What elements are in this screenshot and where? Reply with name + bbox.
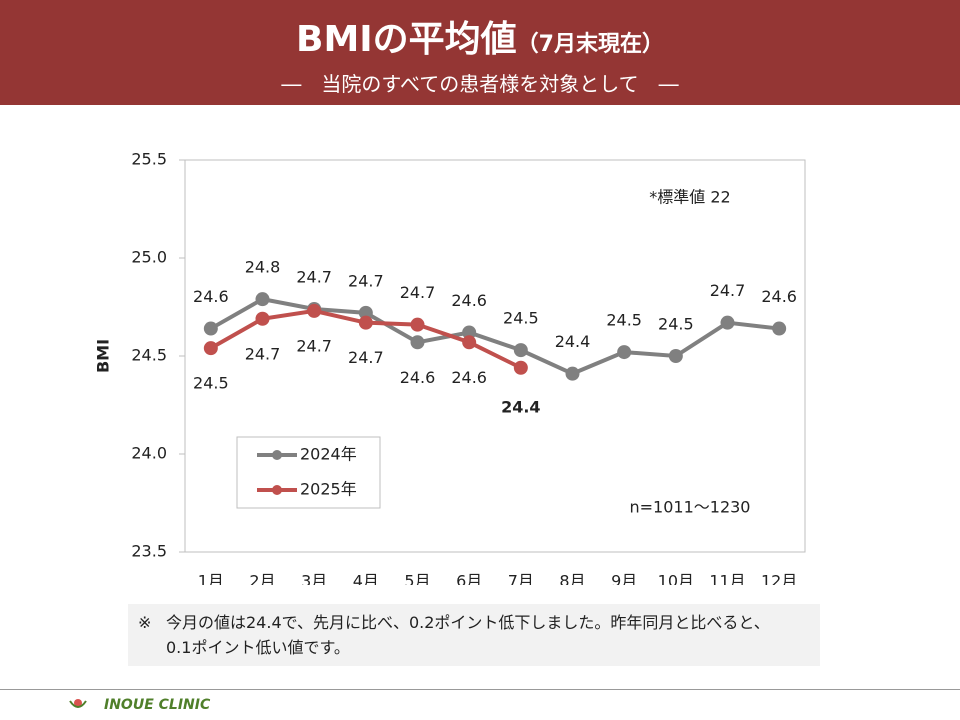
point: [358, 305, 373, 320]
data-label: 24.5: [503, 309, 539, 328]
chart: 23.5 24.0 24.5 25.0 25.5 BMI 1月 2月 3月 4月 5月 6月 7月 8月 9…: [94, 150, 806, 586]
title-text: BMIの平均値: [296, 19, 517, 60]
y-tick-label: 25.5: [131, 150, 167, 169]
data-label: 24.4: [501, 397, 540, 416]
title: BMIの平均値（7月末現在）: [0, 10, 960, 62]
data-label: 24.7: [245, 344, 281, 363]
point: [358, 315, 373, 330]
point: [720, 315, 735, 330]
x-tick-label: 2月: [249, 572, 275, 586]
data-label: 24.6: [193, 287, 229, 306]
point: [462, 325, 477, 340]
point: [668, 349, 683, 363]
data-label: 24.7: [348, 348, 384, 367]
note: ※ 今月の値は24.4で、先月に比べ、0.2ポイント低下しました。昨年同月と比べる…: [128, 604, 820, 666]
legend-label: 2024年: [300, 445, 357, 464]
point: [203, 321, 218, 336]
point: [513, 360, 528, 375]
data-label: 24.8: [245, 258, 281, 277]
data-label: 24.7: [710, 281, 746, 300]
y-axis-label: BMI: [94, 339, 113, 373]
point: [617, 345, 632, 360]
x-tick-label: 5月: [404, 572, 430, 586]
logo: [69, 699, 87, 708]
point: [255, 311, 270, 326]
point: [410, 317, 425, 332]
data-label: 24.4: [555, 332, 591, 351]
annotation: *標準値 22: [649, 188, 730, 207]
x-tick-label: 4月: [353, 572, 379, 586]
data-label: 24.5: [606, 311, 642, 330]
footer-line: [0, 689, 960, 690]
y-tick-label: 24.0: [131, 444, 167, 463]
point: [307, 303, 322, 318]
x-tick-label: 9月: [611, 572, 637, 586]
subtitle: ― 当院のすべての患者様を対象として ―: [281, 72, 679, 96]
point: [565, 366, 580, 381]
data-label: 24.6: [761, 287, 797, 306]
x-tick-label: 12月: [761, 572, 797, 586]
x-tick-label: 3月: [301, 572, 327, 586]
point: [410, 335, 425, 350]
data-label: 24.7: [296, 267, 332, 286]
brand: INOUE CLINIC: [104, 697, 211, 713]
point: [772, 321, 787, 336]
legend-marker: [272, 485, 282, 495]
legend-box: [236, 436, 381, 509]
annotation: n=1011～1230: [630, 498, 751, 517]
data-label: 24.6: [451, 291, 487, 310]
x-tick-label: 11月: [709, 572, 745, 586]
legend-label: 2025年: [300, 480, 357, 499]
note-text: 今月の値は24.4で、先月に比べ、0.2ポイント低下しました。昨年同月と比べると…: [166, 613, 770, 657]
data-label: 24.7: [296, 336, 332, 355]
x-tick-label: 10月: [658, 572, 694, 586]
legend-marker: [272, 450, 282, 460]
data-label: 24.6: [400, 368, 436, 387]
y-tick-label: 24.5: [131, 346, 167, 365]
title-note: （7月末現在）: [516, 32, 664, 57]
y-tick-label: 23.5: [131, 542, 167, 561]
point: [462, 335, 477, 350]
x-tick-label: 1月: [198, 572, 224, 586]
y-tick-label: 25.0: [131, 248, 167, 267]
x-tick-label: 8月: [559, 572, 585, 586]
series-line: [209, 297, 780, 376]
note-mark: ※: [138, 613, 152, 632]
data-label: 24.5: [658, 315, 694, 334]
x-tick-label: 7月: [508, 572, 534, 586]
header: BMIの平均値（7月末現在） ― 当院のすべての患者様を対象として ―: [0, 0, 960, 105]
point: [513, 343, 528, 358]
data-label: 24.7: [348, 271, 384, 290]
point: [255, 292, 270, 307]
data-label: 24.5: [193, 374, 229, 393]
point: [203, 341, 218, 356]
x-tick-label: 6月: [456, 572, 482, 586]
data-label: 24.7: [400, 283, 436, 302]
data-label: 24.6: [451, 368, 487, 387]
